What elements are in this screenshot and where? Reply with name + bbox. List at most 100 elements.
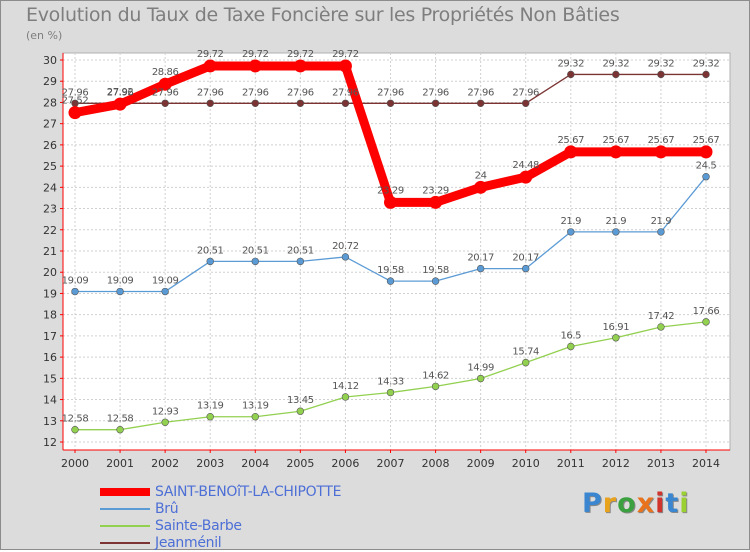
data-point [68, 106, 82, 120]
data-label: 21.9 [606, 216, 627, 227]
data-label: 25.67 [557, 135, 584, 146]
data-point [567, 70, 575, 79]
data-label: 27.96 [287, 87, 314, 98]
data-label: 28.86 [152, 67, 179, 78]
data-point [519, 170, 533, 184]
data-point [522, 264, 530, 273]
data-point [612, 334, 620, 342]
logo-letter: x [636, 488, 656, 519]
data-point [341, 99, 350, 107]
x-tick-label: 2012 [602, 457, 630, 470]
x-tick-label: 2000 [61, 457, 89, 470]
y-tick-label: 13 [43, 415, 57, 428]
data-point [206, 257, 214, 266]
data-point [386, 99, 395, 107]
data-label: 12.93 [152, 406, 179, 417]
data-label: 29.32 [648, 58, 675, 69]
data-label: 15.74 [512, 347, 539, 358]
data-point [386, 388, 395, 397]
data-label: 16.5 [560, 331, 581, 342]
data-point [296, 99, 305, 107]
data-label: 14.33 [377, 377, 404, 388]
data-point [612, 70, 620, 79]
y-tick-label: 27 [43, 118, 57, 131]
data-point [702, 318, 710, 326]
y-tick-label: 24 [43, 181, 57, 194]
data-point [476, 374, 485, 383]
data-point [657, 228, 665, 236]
data-label: 14.99 [467, 363, 494, 374]
data-label: 29.72 [332, 49, 359, 60]
logo-letter: r [602, 488, 618, 519]
data-label: 19.58 [422, 265, 449, 276]
data-point [113, 97, 127, 111]
data-label: 14.62 [422, 370, 449, 381]
data-label: 27.96 [62, 87, 89, 98]
data-label: 23.29 [377, 185, 404, 196]
data-point [702, 173, 710, 181]
x-tick-label: 2011 [557, 457, 585, 470]
y-tick-label: 15 [43, 372, 57, 385]
data-label: 21.9 [651, 216, 672, 227]
data-label: 27.96 [332, 87, 359, 98]
x-tick-label: 2002 [151, 457, 179, 470]
y-tick-label: 16 [43, 351, 57, 364]
data-label: 19.09 [107, 276, 134, 287]
legend-label: Brû [155, 501, 179, 517]
data-point [522, 358, 530, 367]
data-label: 13.19 [242, 401, 269, 412]
x-tick-label: 2007 [377, 457, 405, 470]
data-point [564, 145, 578, 159]
data-label: 25.67 [693, 135, 720, 146]
data-point [338, 59, 352, 73]
chart-title: Evolution du Taux de Taxe Foncière sur l… [26, 4, 620, 26]
data-label: 27.96 [422, 87, 449, 98]
y-tick-label: 19 [43, 287, 57, 300]
legend-swatch [100, 525, 150, 527]
data-label: 29.72 [242, 49, 269, 60]
x-tick-label: 2008 [422, 457, 450, 470]
data-point [296, 407, 305, 415]
data-label: 27.92 [107, 87, 134, 98]
data-label: 24.48 [512, 160, 539, 171]
data-label: 24.5 [696, 161, 717, 172]
data-label: 27.96 [197, 87, 224, 98]
series-group [68, 59, 713, 434]
data-point [293, 59, 307, 73]
data-label: 20.51 [242, 245, 269, 256]
y-tick-label: 21 [43, 245, 57, 258]
data-label: 20.17 [467, 253, 494, 264]
data-point [386, 277, 395, 285]
data-label: 29.32 [603, 58, 630, 69]
x-tick-label: 2003 [196, 457, 224, 470]
proxiti-logo: Proxiti [582, 488, 690, 519]
y-tick-label: 17 [43, 330, 57, 343]
data-label: 23.29 [422, 185, 449, 196]
data-point [567, 342, 575, 351]
data-point [702, 70, 710, 79]
data-point [657, 70, 665, 79]
data-label: 29.32 [693, 58, 720, 69]
legend-swatch [100, 542, 150, 544]
data-label: 19.58 [377, 265, 404, 276]
x-tick-label: 2005 [286, 457, 314, 470]
data-point [251, 257, 259, 266]
data-label: 29.72 [197, 49, 224, 60]
data-point [699, 145, 713, 159]
logo-letter: i [655, 488, 666, 519]
data-label: 16.91 [603, 322, 630, 333]
data-label: 17.66 [693, 306, 720, 317]
x-tick-label: 2004 [241, 457, 269, 470]
x-tick-label: 2010 [512, 457, 540, 470]
grid [63, 53, 730, 450]
logo-letter: P [582, 488, 603, 519]
logo-letter: i [679, 488, 690, 519]
x-tick-label: 2009 [467, 457, 495, 470]
data-label: 27.96 [152, 87, 179, 98]
data-label: 21.9 [560, 216, 581, 227]
y-tick-label: 18 [43, 309, 57, 322]
data-point [116, 287, 124, 296]
data-label: 19.09 [62, 276, 89, 287]
data-point [429, 195, 443, 209]
y-tick-label: 28 [43, 96, 57, 109]
